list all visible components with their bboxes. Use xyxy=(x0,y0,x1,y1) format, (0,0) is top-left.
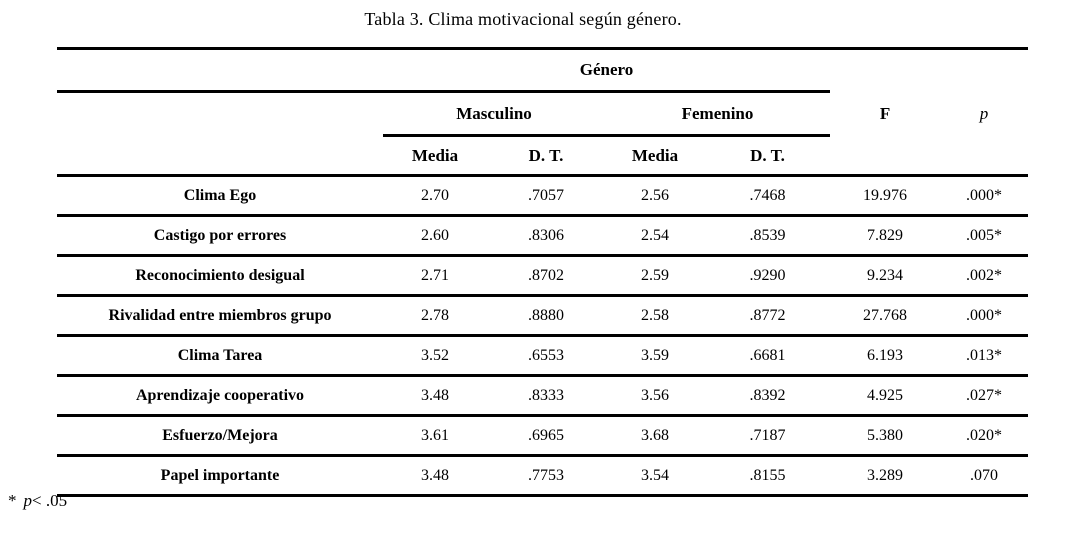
cell-media-femenino: 3.54 xyxy=(605,455,705,497)
row-label: Aprendizaje cooperativo xyxy=(57,375,383,417)
spacer-cell xyxy=(940,135,1029,177)
table-row: Aprendizaje cooperativo 3.48 .8333 3.56 … xyxy=(57,375,1029,417)
footnote-asterisk: * xyxy=(8,491,17,510)
cell-media-masculino: 2.70 xyxy=(383,175,487,217)
cell-media-masculino: 2.78 xyxy=(383,295,487,337)
cell-p: .002* xyxy=(940,255,1029,297)
row-label: Castigo por errores xyxy=(57,215,383,257)
table-row: Reconocimiento desigual 2.71 .8702 2.59 … xyxy=(57,255,1029,297)
cell-p: .027* xyxy=(940,375,1029,417)
table-row: Clima Tarea 3.52 .6553 3.59 .6681 6.193 … xyxy=(57,335,1029,377)
cell-media-femenino: 2.58 xyxy=(605,295,705,337)
cell-p: .013* xyxy=(940,335,1029,377)
cell-media-femenino: 3.59 xyxy=(605,335,705,377)
cell-f: 9.234 xyxy=(830,255,941,297)
header-media-masculino: Media xyxy=(383,135,487,177)
cell-dt-masculino: .8306 xyxy=(487,215,605,257)
cell-dt-femenino: .7468 xyxy=(705,175,831,217)
row-label: Clima Ego xyxy=(57,175,383,217)
row-label: Rivalidad entre miembros grupo xyxy=(57,295,383,337)
header-f: F xyxy=(879,103,891,123)
cell-dt-femenino: .7187 xyxy=(705,415,831,457)
cell-f: 7.829 xyxy=(830,215,941,257)
header-dt-femenino: D. T. xyxy=(705,135,831,177)
cell-dt-femenino: .8772 xyxy=(705,295,831,337)
cell-dt-masculino: .8702 xyxy=(487,255,605,297)
cell-media-femenino: 3.68 xyxy=(605,415,705,457)
cell-f: 5.380 xyxy=(830,415,941,457)
spacer-cell xyxy=(830,135,941,177)
cell-media-masculino: 2.71 xyxy=(383,255,487,297)
spacer-cell xyxy=(57,135,383,177)
header-p: p xyxy=(979,103,989,123)
cell-media-masculino: 3.48 xyxy=(383,375,487,417)
footnote-p-symbol: p xyxy=(23,491,33,510)
header-row-groups: Masculino Femenino F p xyxy=(57,91,1028,137)
cell-dt-masculino: .6965 xyxy=(487,415,605,457)
cell-media-femenino: 2.59 xyxy=(605,255,705,297)
cell-f: 4.925 xyxy=(830,375,941,417)
footnote-condition: < .05 xyxy=(32,491,68,510)
cell-media-masculino: 3.61 xyxy=(383,415,487,457)
cell-media-masculino: 3.52 xyxy=(383,335,487,377)
cell-f: 27.768 xyxy=(830,295,941,337)
cell-media-femenino: 2.56 xyxy=(605,175,705,217)
row-label: Papel importante xyxy=(57,455,383,497)
header-genero: Género xyxy=(383,47,831,93)
header-row-stats: Media D. T. Media D. T. xyxy=(57,135,1029,177)
cell-media-masculino: 3.48 xyxy=(383,455,487,497)
table-row: Clima Ego 2.70 .7057 2.56 .7468 19.976 .… xyxy=(57,175,1029,217)
header-row-genero: Género xyxy=(57,47,1029,93)
table-row: Papel importante 3.48 .7753 3.54 .8155 3… xyxy=(57,455,1029,497)
cell-p: .020* xyxy=(940,415,1029,457)
cell-dt-femenino: .8392 xyxy=(705,375,831,417)
cell-dt-masculino: .6553 xyxy=(487,335,605,377)
cell-f: 6.193 xyxy=(830,335,941,377)
table-row: Rivalidad entre miembros grupo 2.78 .888… xyxy=(57,295,1029,337)
header-dt-masculino: D. T. xyxy=(487,135,605,177)
cell-p: .070 xyxy=(940,455,1029,497)
cell-f: 3.289 xyxy=(830,455,941,497)
cell-dt-masculino: .8880 xyxy=(487,295,605,337)
cell-f: 19.976 xyxy=(830,175,941,217)
cell-p: .005* xyxy=(940,215,1029,257)
table-caption: Tabla 3. Clima motivacional según género… xyxy=(364,9,682,29)
header-masculino: Masculino xyxy=(383,91,605,137)
cell-dt-masculino: .8333 xyxy=(487,375,605,417)
header-femenino: Femenino xyxy=(605,91,831,137)
cell-dt-femenino: .8539 xyxy=(705,215,831,257)
spacer-cell xyxy=(57,92,383,136)
cell-media-masculino: 2.60 xyxy=(383,215,487,257)
header-media-femenino: Media xyxy=(605,135,705,177)
cell-dt-femenino: .6681 xyxy=(705,335,831,377)
cell-dt-femenino: .9290 xyxy=(705,255,831,297)
row-label: Reconocimiento desigual xyxy=(57,255,383,297)
cell-media-femenino: 2.54 xyxy=(605,215,705,257)
significance-footnote: * p< .05 xyxy=(8,491,67,511)
cell-media-femenino: 3.56 xyxy=(605,375,705,417)
row-label: Esfuerzo/Mejora xyxy=(57,415,383,457)
table-row: Castigo por errores 2.60 .8306 2.54 .853… xyxy=(57,215,1029,257)
cell-dt-masculino: .7753 xyxy=(487,455,605,497)
cell-dt-femenino: .8155 xyxy=(705,455,831,497)
cell-p: .000* xyxy=(940,295,1029,337)
cell-p: .000* xyxy=(940,175,1029,217)
stats-table: Género Masculino Femenino F p Media D. T… xyxy=(57,47,1029,497)
table-row: Esfuerzo/Mejora 3.61 .6965 3.68 .7187 5.… xyxy=(57,415,1029,457)
spacer-cell xyxy=(830,47,1029,92)
spacer-cell xyxy=(57,47,383,93)
cell-dt-masculino: .7057 xyxy=(487,175,605,217)
row-label: Clima Tarea xyxy=(57,335,383,377)
